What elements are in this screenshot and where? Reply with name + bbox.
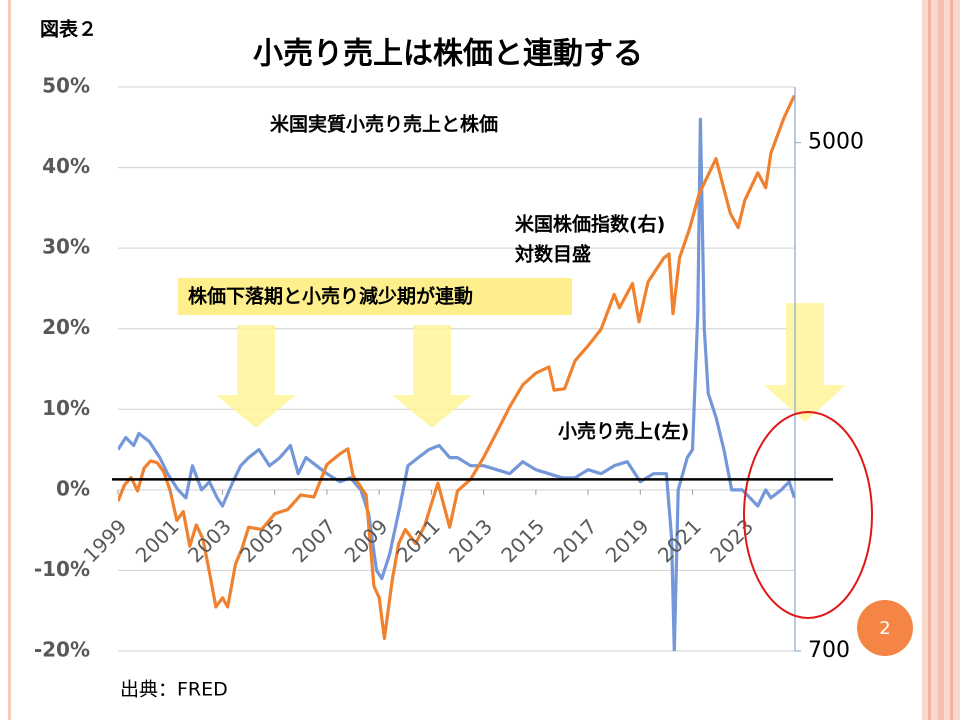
annotation: 米国株価指数(右) [515,213,665,236]
right-stripe [938,0,944,720]
y-tick-label: 10% [42,396,90,420]
callout-text: 株価下落期と小売り減少期が連動 [188,285,473,308]
arrow [764,303,846,422]
figure-label: 図表２ [40,18,97,41]
subtitle: 米国実質小売り売上と株価 [270,113,498,136]
series-line [118,117,796,651]
y-tick-label: 0% [56,476,90,500]
right-stripe [950,0,953,720]
callout-box [178,278,572,315]
page-badge [857,600,913,656]
left-border [8,0,11,720]
y-tick-label: 40% [42,154,90,178]
y-tick-label: -10% [34,557,90,581]
y-tick-label: 50% [42,74,90,98]
source: 出典：FRED [120,679,228,701]
series-line [118,94,796,640]
y-tick-label: -20% [34,638,90,662]
y2-tick-label: 5000 [808,130,864,155]
arrows [216,303,846,428]
y-tick-label: 20% [42,315,90,339]
page-number: 2 [879,618,890,639]
arrow [392,325,472,428]
y2-tick-label: 700 [808,638,850,663]
chart-title: 小売り売上は株価と連動する [253,37,643,72]
y-tick-label: 30% [42,235,90,259]
arrow [216,325,296,428]
plot [118,94,796,651]
annotation: 小売り売上(左) [558,420,689,443]
annotation: 対数目盛 [514,243,591,266]
highlight-ellipse [743,411,873,619]
right-stripe [928,0,931,720]
